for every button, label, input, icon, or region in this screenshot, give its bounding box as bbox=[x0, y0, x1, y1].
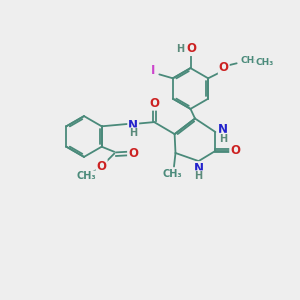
Text: CH₃: CH₃ bbox=[76, 171, 96, 182]
Text: H: H bbox=[176, 44, 184, 54]
Text: O: O bbox=[230, 144, 240, 158]
Text: O: O bbox=[219, 61, 229, 74]
Text: N: N bbox=[194, 162, 204, 175]
Text: CH₃: CH₃ bbox=[163, 169, 182, 179]
Text: O: O bbox=[128, 147, 138, 160]
Text: CH₃: CH₃ bbox=[256, 58, 274, 67]
Text: CH₂: CH₂ bbox=[240, 56, 258, 65]
Text: O: O bbox=[97, 160, 107, 173]
Text: H: H bbox=[219, 134, 227, 144]
Text: H: H bbox=[129, 128, 137, 138]
Text: N: N bbox=[128, 118, 138, 132]
Text: H: H bbox=[194, 171, 203, 181]
Text: I: I bbox=[151, 64, 155, 77]
Text: O: O bbox=[186, 42, 197, 55]
Text: N: N bbox=[218, 123, 228, 136]
Text: O: O bbox=[149, 97, 159, 110]
